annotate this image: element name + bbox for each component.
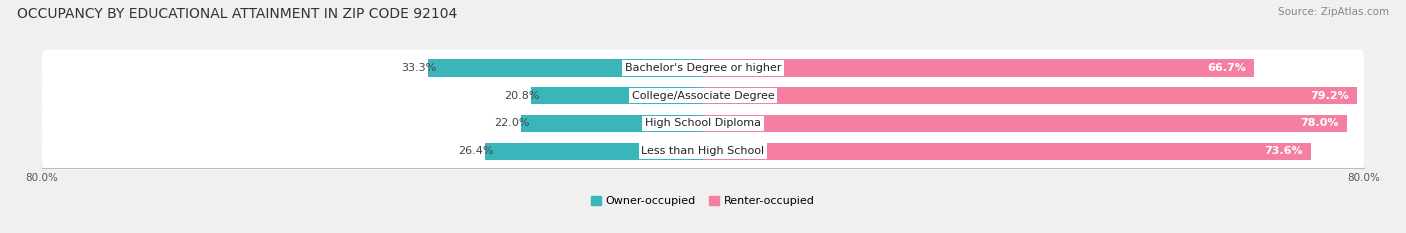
Bar	[531, 87, 703, 104]
Bar	[485, 143, 703, 160]
Text: Bachelor's Degree or higher: Bachelor's Degree or higher	[624, 63, 782, 73]
Text: OCCUPANCY BY EDUCATIONAL ATTAINMENT IN ZIP CODE 92104: OCCUPANCY BY EDUCATIONAL ATTAINMENT IN Z…	[17, 7, 457, 21]
Text: 66.7%: 66.7%	[1206, 63, 1246, 73]
Text: Less than High School: Less than High School	[641, 146, 765, 156]
FancyBboxPatch shape	[42, 50, 1364, 86]
Text: 22.0%: 22.0%	[494, 118, 530, 128]
Bar	[522, 115, 703, 132]
Bar	[703, 87, 1357, 104]
Text: 79.2%: 79.2%	[1310, 91, 1348, 101]
FancyBboxPatch shape	[42, 105, 1364, 142]
Text: 78.0%: 78.0%	[1301, 118, 1339, 128]
Text: 20.8%: 20.8%	[503, 91, 540, 101]
Text: 73.6%: 73.6%	[1264, 146, 1303, 156]
Legend: Owner-occupied, Renter-occupied: Owner-occupied, Renter-occupied	[592, 196, 814, 206]
Text: 33.3%: 33.3%	[401, 63, 436, 73]
FancyBboxPatch shape	[42, 133, 1364, 169]
Bar	[703, 59, 1254, 76]
Text: High School Diploma: High School Diploma	[645, 118, 761, 128]
Text: College/Associate Degree: College/Associate Degree	[631, 91, 775, 101]
Bar	[427, 59, 703, 76]
Text: 26.4%: 26.4%	[458, 146, 494, 156]
FancyBboxPatch shape	[42, 77, 1364, 114]
Bar	[703, 115, 1347, 132]
Bar	[703, 143, 1310, 160]
Text: Source: ZipAtlas.com: Source: ZipAtlas.com	[1278, 7, 1389, 17]
